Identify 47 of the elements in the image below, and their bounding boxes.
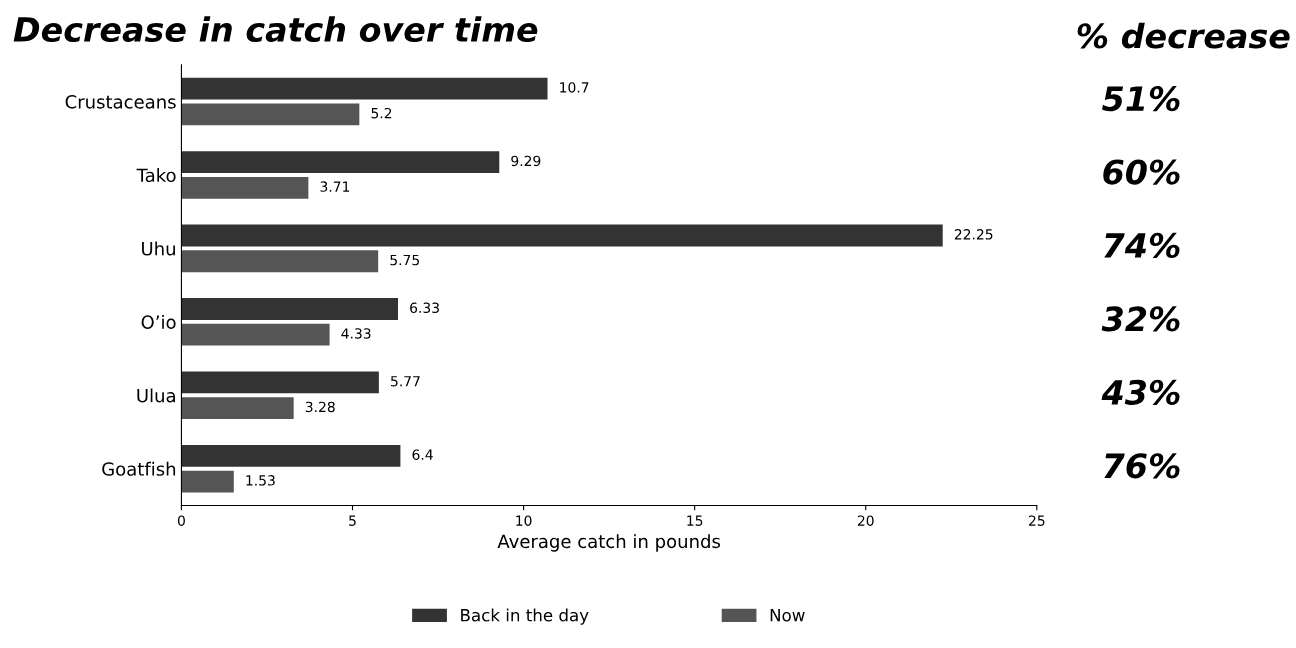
y-tick-label: Ulua [137, 388, 175, 403]
bar [181, 77, 548, 100]
y-tick-label: O’io [141, 314, 176, 329]
bar [181, 224, 943, 247]
data-label: 6.33 [410, 302, 439, 314]
x-tick-label: 5 [349, 515, 356, 526]
y-tick-label: Tako [136, 168, 176, 183]
x-tick-label: 15 [687, 515, 703, 526]
x-tick-label: 25 [1028, 515, 1045, 526]
data-label: 22.25 [954, 229, 993, 240]
bar [181, 103, 360, 126]
bar [181, 151, 500, 174]
data-label: 5.77 [391, 376, 420, 387]
text: % decrease [1077, 22, 1290, 49]
data-label: 5.2 [371, 107, 392, 119]
x-tick-label: 20 [857, 515, 874, 526]
text: 51% [1102, 85, 1180, 112]
x-tick-label: 0 [177, 515, 185, 526]
bar [181, 444, 401, 467]
bar [181, 298, 399, 320]
x-axis-title: Average catch in pounds [497, 534, 720, 552]
y-tick-label: Crustaceans [65, 94, 176, 109]
legend-label: Back in the day [461, 608, 589, 625]
text: 74% [1104, 232, 1180, 259]
text: 32% [1101, 306, 1180, 332]
bar [181, 176, 309, 199]
y-tick-label: Uhu [142, 241, 175, 256]
bar [181, 250, 379, 273]
text: 60% [1103, 159, 1180, 185]
bar [181, 371, 379, 394]
y-tick-label: Goatfish [102, 461, 176, 476]
data-label: 10.7 [560, 82, 589, 93]
data-label: 6.4 [412, 449, 433, 460]
data-label: 3.28 [305, 401, 335, 413]
x-tick-label: 10 [516, 515, 532, 526]
data-label: 9.29 [511, 155, 541, 167]
legend-label: Now [770, 609, 805, 622]
data-label: 5.75 [390, 254, 419, 266]
text: 43% [1101, 379, 1180, 405]
chart-title: Decrease in catch over time [13, 16, 538, 43]
text: 76% [1104, 453, 1180, 479]
data-label: 1.53 [246, 475, 275, 486]
data-label: 4.33 [341, 328, 371, 339]
data-label: 3.71 [320, 181, 350, 192]
bar [181, 397, 294, 420]
bar [181, 470, 234, 493]
bar [181, 323, 330, 346]
